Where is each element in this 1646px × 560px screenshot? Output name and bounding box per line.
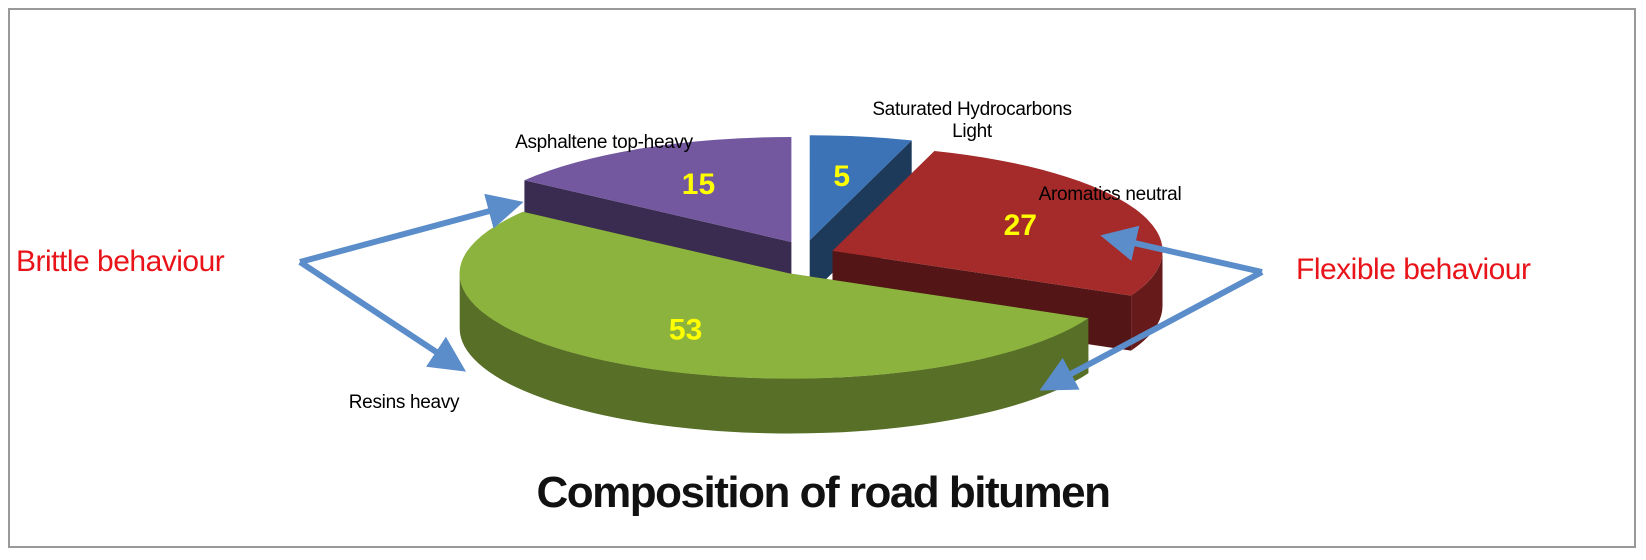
slice-top xyxy=(809,135,912,241)
slice-top xyxy=(459,211,1089,379)
arrow xyxy=(298,259,467,372)
slice xyxy=(459,211,1089,434)
annotation: Brittle behaviour xyxy=(16,245,225,278)
value-label: 53 xyxy=(669,314,702,347)
category-label: Asphaltene top-heavy xyxy=(515,132,693,153)
arrow xyxy=(1039,269,1264,391)
arrow xyxy=(1100,225,1263,275)
chart-frame xyxy=(8,8,1636,548)
value-label: 27 xyxy=(1004,209,1037,242)
chart-title: Composition of road bitumen xyxy=(536,468,1111,517)
category-label: Aromatics neutral xyxy=(1038,184,1182,205)
arrows xyxy=(298,193,1264,391)
slice-top xyxy=(524,136,792,242)
pie: 5 27 53 15 xyxy=(459,135,1163,434)
arrow xyxy=(299,193,524,265)
value-label: 15 xyxy=(682,168,715,201)
slice-top xyxy=(832,151,1163,296)
slice-side xyxy=(459,273,1089,434)
category-label: Resins heavy xyxy=(348,392,460,413)
category-label: Saturated Hydrocarbons Light xyxy=(872,99,1072,142)
value-label: 5 xyxy=(833,160,850,193)
annotation: Flexible behaviour xyxy=(1296,253,1531,286)
slice-side xyxy=(1131,250,1163,351)
